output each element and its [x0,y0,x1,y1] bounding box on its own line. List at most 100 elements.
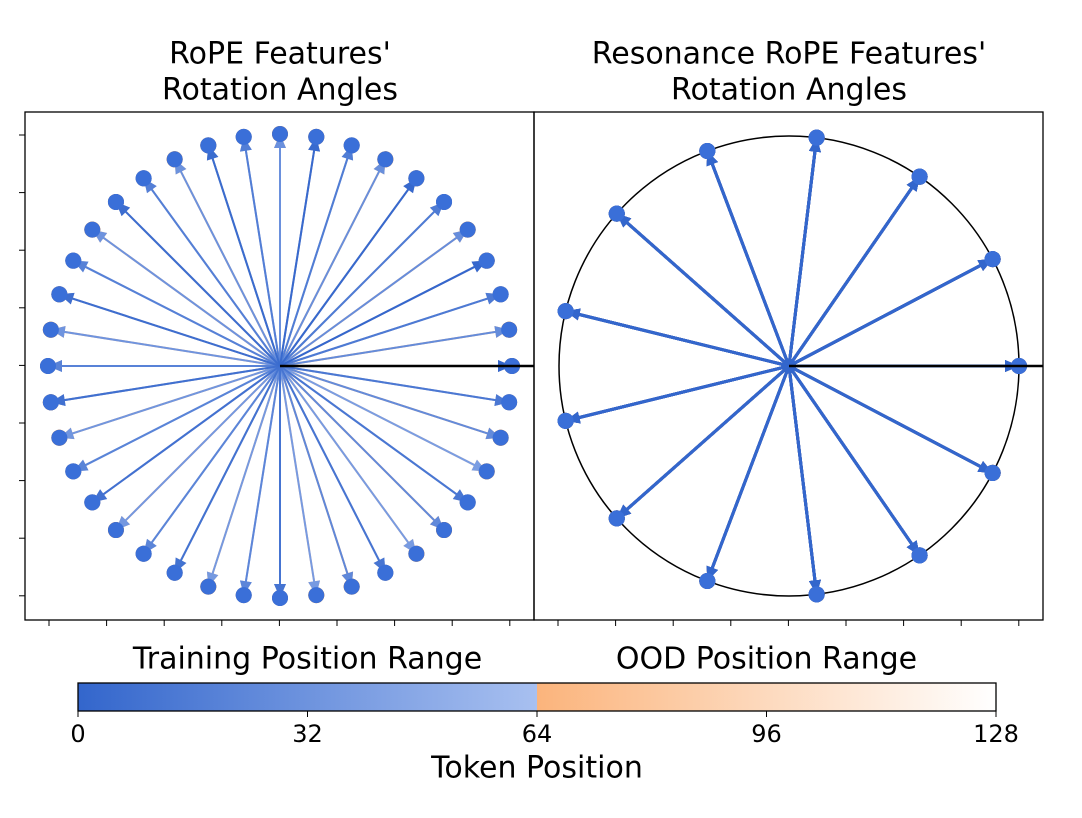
rotation-arrow [787,365,819,595]
rotation-arrow [59,365,281,439]
rotation-arrow [279,158,387,367]
position-marker [699,142,716,159]
position-marker [308,128,325,145]
position-marker [492,286,509,303]
position-marker [51,429,68,446]
position-marker [107,522,124,539]
position-marker [308,587,325,604]
colorbar-tick-label: 32 [292,720,323,748]
position-marker [501,321,518,338]
position-marker [492,429,509,446]
position-marker [984,464,1001,481]
colorbar-segment [78,683,537,711]
rotation-arrow [242,136,281,367]
position-marker [608,510,625,527]
position-marker [984,251,1001,268]
range-label: OOD Position Range [616,642,917,677]
position-marker [808,129,825,146]
position-marker [436,522,453,539]
rotation-arrow [115,201,281,367]
position-marker [84,494,101,511]
rotation-arrow [72,259,281,367]
rotation-arrow [72,365,281,473]
position-marker [235,128,252,145]
rotation-arrow [142,365,281,555]
panel-subtitle: Rotation Angles [671,73,907,108]
rotation-arrow [787,137,819,367]
position-marker [343,578,360,595]
position-marker [42,394,59,411]
rotation-arrow [279,365,501,439]
rotation-arrow [565,309,790,368]
position-marker [272,590,288,606]
position-marker [377,151,394,168]
rotation-arrow [279,259,488,367]
rotation-arrow [279,293,501,367]
rotation-arrow [615,364,790,520]
position-marker [51,286,68,303]
rotation-arrow [279,365,418,555]
rotation-arrow [279,365,488,473]
position-marker [478,463,495,480]
panel-title: Resonance RoPE Features' [592,37,987,72]
rotation-arrow [787,175,921,367]
rotation-arrow [279,136,318,367]
position-marker [459,494,476,511]
position-marker [65,252,82,269]
position-marker [200,578,217,595]
position-marker [200,137,217,154]
position-marker [377,564,394,581]
position-marker [408,170,425,187]
rotation-arrow [705,150,791,367]
position-marker [42,321,59,338]
position-marker [166,564,183,581]
rotation-arrow [279,365,318,596]
rotation-arrow [242,365,281,596]
position-marker [557,303,574,320]
rotation-arrow [59,293,281,367]
rotation-arrow [173,158,281,367]
rotation-arrow [279,365,353,587]
position-marker [84,221,101,238]
colorbar-label: Token Position [430,751,643,786]
panel-title: RoPE Features' [169,37,391,72]
position-marker [135,170,152,187]
rotation-arrow [207,145,281,367]
rotation-arrow [279,365,510,404]
position-marker [107,193,124,210]
position-marker [808,586,825,603]
position-marker [343,137,360,154]
position-marker [608,205,625,222]
rotation-arrow [279,365,387,574]
arrows [40,126,520,606]
colorbar-segment [537,683,996,711]
rotation-arrow [50,365,281,404]
position-marker [40,358,56,374]
position-marker [911,547,928,564]
rotation-arrow [705,365,791,582]
colorbar-tick-label: 64 [522,720,553,748]
rotation-arrow [565,364,790,423]
rotation-arrow [173,365,281,574]
position-marker [699,573,716,590]
position-marker [436,193,453,210]
rotation-arrow [115,365,281,531]
rotation-arrow [142,177,281,367]
colorbar-tick-label: 0 [70,720,85,748]
rotation-arrow [279,365,445,531]
rotation-arrow [91,365,281,504]
rotation-arrow [279,177,418,367]
position-marker [557,412,574,429]
rotation-arrow [615,212,790,368]
rotation-arrow [787,365,921,557]
panel-subtitle: Rotation Angles [162,73,398,108]
rotation-arrow [279,201,445,367]
rotation-arrow [279,145,353,367]
rotation-arrow [788,257,994,368]
position-marker [272,126,288,142]
position-marker [135,545,152,562]
colorbar-tick-label: 96 [751,720,782,748]
range-label: Training Position Range [132,642,482,677]
rotation-arrow [50,328,281,367]
